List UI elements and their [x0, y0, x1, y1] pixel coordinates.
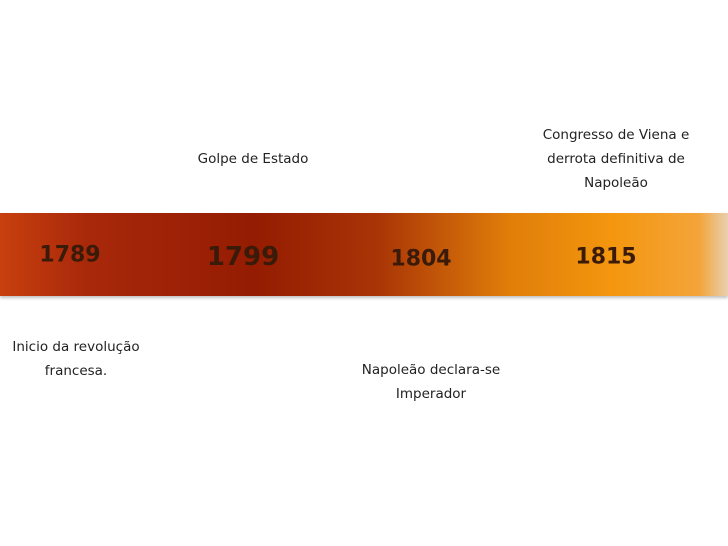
label-line: Imperador: [395, 386, 467, 402]
label-line: Inicio da revolução: [12, 339, 140, 355]
event-label: Congresso de Viena e derrota definitiva d…: [543, 123, 690, 195]
label-line: Napoleão declara-se: [361, 362, 501, 378]
year: 1815: [575, 244, 637, 270]
event-label: Inicio da revolução francesa.: [12, 335, 139, 383]
label-line: Napoleão: [584, 175, 648, 191]
year: 1804: [390, 246, 452, 272]
event-label: Golpe de Estado: [198, 147, 309, 171]
year: 1789: [39, 242, 101, 268]
label-line: Congresso de Viena e: [542, 127, 690, 143]
label-line: francesa.: [44, 363, 108, 379]
label-line: Golpe de Estado: [197, 151, 309, 167]
event-label: Napoleão declara-se Imperador: [362, 358, 500, 406]
timeline-band: [0, 213, 728, 296]
label-line: derrota definitiva de: [547, 151, 685, 167]
year: 1799: [206, 242, 280, 272]
